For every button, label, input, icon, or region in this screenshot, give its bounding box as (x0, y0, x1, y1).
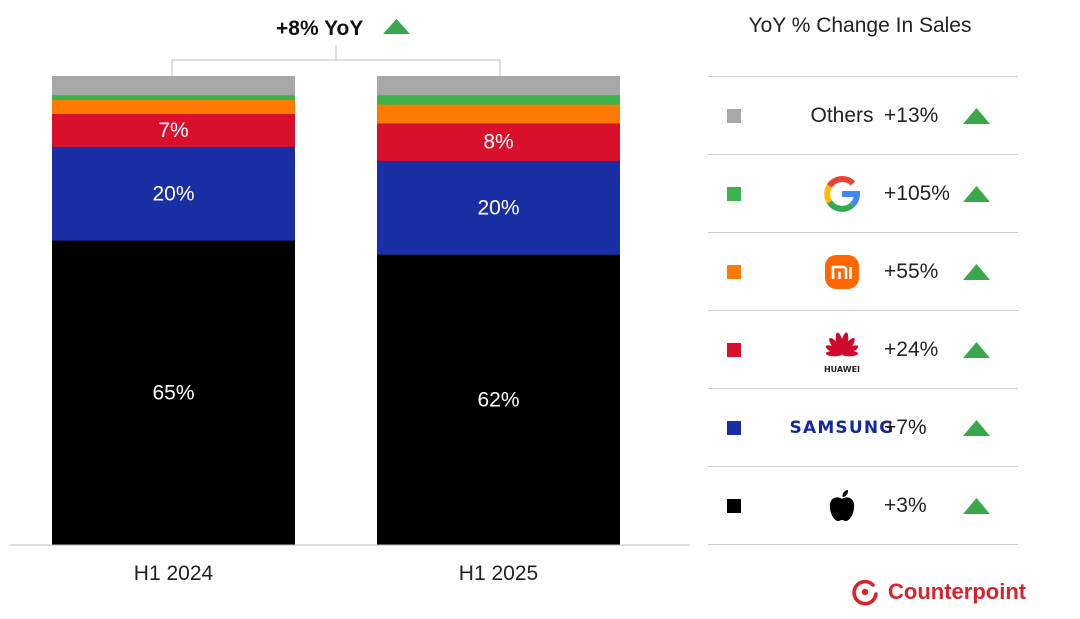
bar-segment-apple-0 (52, 240, 295, 546)
counterpoint-logo: Counterpoint (850, 577, 1026, 607)
legend-table: Others +13% +105% (708, 76, 1018, 545)
swatch-others (727, 108, 741, 123)
bar-segment-google-1 (377, 94, 620, 105)
x-tick-label: H1 2025 (459, 562, 538, 585)
bar-segment-huawei-1 (377, 122, 620, 161)
counterpoint-logo-text: Counterpoint (888, 579, 1027, 604)
bar-segment-samsung-0 (52, 146, 295, 241)
legend-title: YoY % Change In Sales (748, 14, 972, 37)
legend-row-google: +105% (708, 154, 1018, 232)
xiaomi-logo-icon (772, 244, 912, 300)
google-logo-icon (772, 166, 912, 222)
change-apple: +3% (884, 493, 927, 517)
brand-label-others: Others (810, 103, 874, 127)
legend-row-apple: +3% (708, 466, 1018, 545)
legend-row-huawei: HUAWEI +24% (708, 310, 1018, 388)
up-triangle-icon (963, 341, 990, 358)
bar-segment-others-1 (377, 76, 620, 96)
data-label-samsung-1: 20% (477, 196, 519, 219)
data-label-samsung-0: 20% (152, 182, 194, 205)
huawei-logo-text: HUAWEI (824, 365, 860, 374)
apple-logo-icon (772, 478, 912, 534)
swatch-apple (727, 498, 741, 513)
huawei-logo-icon: HUAWEI (772, 322, 912, 378)
change-samsung: +7% (884, 415, 927, 439)
swatch-samsung (727, 420, 741, 435)
up-triangle-icon (963, 419, 990, 436)
bars-group (52, 76, 620, 546)
up-triangle-icon (963, 107, 990, 124)
data-label-huawei-1: 8% (483, 131, 513, 154)
swatch-xiaomi (727, 264, 741, 279)
yoy-bracket (171, 46, 501, 76)
yoy-up-triangle-icon (383, 19, 410, 34)
samsung-wordmark-text: SAMSUNG (789, 417, 895, 438)
change-google: +105% (884, 181, 950, 205)
segment-labels-group: 65% 20% 7% 62% 20% 8% (152, 119, 519, 412)
bar-segment-xiaomi-0 (52, 99, 295, 115)
legend-row-samsung: SAMSUNG +7% (708, 388, 1018, 466)
swatch-google (727, 186, 741, 201)
x-tick-label: H1 2024 (134, 562, 214, 585)
up-triangle-icon (963, 497, 990, 514)
data-label-apple-1: 62% (477, 389, 519, 412)
legend-row-others: Others +13% (708, 76, 1018, 154)
bar-segment-huawei-0 (52, 113, 295, 147)
bar-segment-google-0 (52, 94, 295, 100)
data-label-apple-0: 65% (152, 382, 194, 405)
bar-segment-apple-1 (377, 254, 620, 546)
up-triangle-icon (963, 263, 990, 280)
legend-row-xiaomi: +55% (708, 232, 1018, 310)
stacked-bar-chart: 65% 20% 7% 62% 20% 8% H1 2024 H1 2025 +8% YoY (10, 17, 690, 585)
up-triangle-icon (963, 185, 990, 202)
bar-segment-xiaomi-1 (377, 104, 620, 124)
data-label-huawei-0: 7% (158, 119, 188, 142)
swatch-huawei (727, 342, 741, 357)
change-huawei: +24% (884, 337, 939, 361)
samsung-wordmark: SAMSUNG (772, 400, 912, 456)
bar-segment-samsung-1 (377, 160, 620, 255)
bar-segment-others-0 (52, 76, 295, 96)
x-axis-labels: H1 2024 H1 2025 (134, 562, 538, 585)
brand-others: Others (772, 88, 912, 144)
yoy-annotation: +8% YoY (276, 17, 363, 40)
counterpoint-logo-icon (852, 579, 878, 606)
change-others: +13% (884, 103, 939, 127)
change-xiaomi: +55% (884, 259, 939, 283)
